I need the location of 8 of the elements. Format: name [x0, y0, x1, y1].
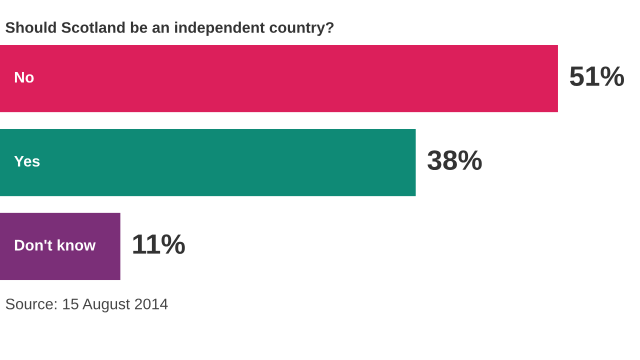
- data-label: 38%: [428, 150, 482, 170]
- y-tick-label: No: [14, 72, 34, 83]
- data-label: 51%: [570, 66, 624, 86]
- data-label: 11%: [133, 234, 185, 254]
- y-tick-label: Yes: [14, 156, 40, 167]
- y-tick-label: Don't know: [14, 239, 96, 251]
- chart-title: Should Scotland be an independent country?: [6, 22, 334, 36]
- source-note: Source: 15 August 2014: [6, 298, 168, 312]
